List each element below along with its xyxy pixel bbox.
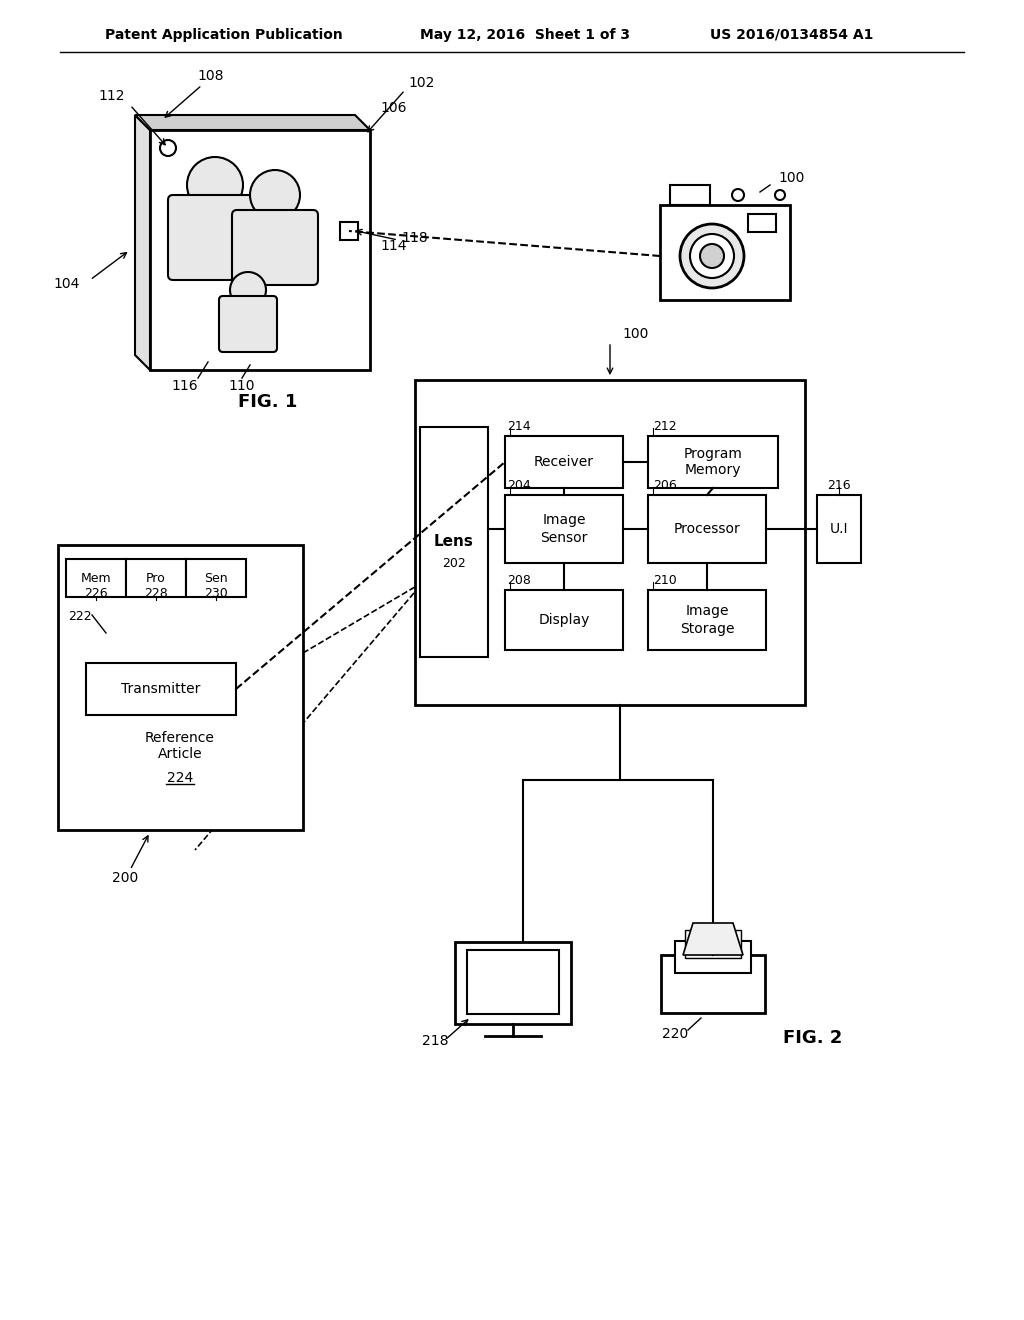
Circle shape — [230, 272, 266, 308]
FancyBboxPatch shape — [648, 436, 778, 488]
Text: 108: 108 — [197, 69, 223, 83]
FancyBboxPatch shape — [675, 941, 751, 973]
Text: Memory: Memory — [685, 463, 741, 477]
Text: Pro: Pro — [146, 572, 166, 585]
Text: Display: Display — [539, 612, 590, 627]
Text: Sensor: Sensor — [541, 531, 588, 545]
Text: Sen: Sen — [204, 572, 227, 585]
Text: 230: 230 — [204, 587, 228, 601]
Text: 114: 114 — [380, 239, 407, 253]
Text: FIG. 1: FIG. 1 — [239, 393, 298, 411]
Text: 226: 226 — [84, 587, 108, 601]
FancyBboxPatch shape — [219, 296, 278, 352]
FancyBboxPatch shape — [660, 205, 790, 300]
FancyBboxPatch shape — [186, 558, 246, 597]
FancyBboxPatch shape — [685, 931, 741, 958]
FancyBboxPatch shape — [58, 545, 303, 830]
Text: Mem: Mem — [81, 572, 112, 585]
FancyBboxPatch shape — [505, 436, 623, 488]
Text: 210: 210 — [653, 574, 677, 587]
FancyBboxPatch shape — [455, 942, 571, 1024]
Circle shape — [690, 234, 734, 279]
Text: Transmitter: Transmitter — [121, 682, 201, 696]
Text: US 2016/0134854 A1: US 2016/0134854 A1 — [710, 28, 873, 42]
FancyBboxPatch shape — [126, 558, 186, 597]
Circle shape — [700, 244, 724, 268]
FancyBboxPatch shape — [66, 558, 126, 597]
Text: 200: 200 — [112, 871, 138, 884]
Text: 214: 214 — [507, 420, 530, 433]
Text: U.I: U.I — [829, 521, 848, 536]
Text: 224: 224 — [167, 771, 194, 785]
Text: 202: 202 — [442, 557, 466, 570]
Text: Receiver: Receiver — [534, 455, 594, 469]
FancyBboxPatch shape — [232, 210, 318, 285]
Text: 228: 228 — [144, 587, 168, 601]
Text: Program: Program — [684, 447, 742, 461]
Text: 212: 212 — [653, 420, 677, 433]
Text: Article: Article — [158, 747, 203, 762]
FancyBboxPatch shape — [420, 426, 488, 657]
Text: FIG. 2: FIG. 2 — [783, 1030, 843, 1047]
Text: 110: 110 — [228, 379, 255, 393]
Text: 100: 100 — [622, 327, 648, 341]
FancyBboxPatch shape — [150, 129, 370, 370]
FancyBboxPatch shape — [662, 954, 765, 1012]
FancyBboxPatch shape — [467, 950, 559, 1014]
Circle shape — [187, 157, 243, 213]
Text: 116: 116 — [172, 379, 199, 393]
FancyBboxPatch shape — [817, 495, 861, 564]
Text: May 12, 2016  Sheet 1 of 3: May 12, 2016 Sheet 1 of 3 — [420, 28, 630, 42]
FancyBboxPatch shape — [748, 214, 776, 232]
Text: 218: 218 — [422, 1034, 449, 1048]
Text: Processor: Processor — [674, 521, 740, 536]
FancyBboxPatch shape — [648, 495, 766, 564]
FancyBboxPatch shape — [505, 495, 623, 564]
Circle shape — [250, 170, 300, 220]
Circle shape — [680, 224, 744, 288]
FancyBboxPatch shape — [86, 663, 236, 715]
Text: 104: 104 — [54, 277, 80, 290]
Text: Lens: Lens — [434, 535, 474, 549]
Text: 100: 100 — [778, 172, 805, 185]
FancyBboxPatch shape — [340, 222, 358, 240]
Text: 112: 112 — [98, 88, 125, 103]
Text: 222: 222 — [68, 610, 91, 623]
FancyBboxPatch shape — [415, 380, 805, 705]
Text: 216: 216 — [827, 479, 851, 492]
Text: 102: 102 — [408, 77, 434, 90]
FancyBboxPatch shape — [168, 195, 262, 280]
Text: 204: 204 — [507, 479, 530, 492]
Text: 106: 106 — [380, 102, 407, 115]
FancyBboxPatch shape — [670, 185, 710, 205]
FancyBboxPatch shape — [648, 590, 766, 649]
Text: Storage: Storage — [680, 622, 734, 636]
FancyBboxPatch shape — [505, 590, 623, 649]
Text: 206: 206 — [653, 479, 677, 492]
Polygon shape — [135, 115, 370, 129]
Polygon shape — [683, 923, 743, 954]
Circle shape — [160, 140, 176, 156]
Text: Image: Image — [685, 605, 729, 618]
Text: 220: 220 — [662, 1027, 688, 1041]
Text: 208: 208 — [507, 574, 530, 587]
Text: Reference: Reference — [145, 731, 215, 744]
Text: 118: 118 — [401, 231, 428, 246]
Circle shape — [775, 190, 785, 201]
Polygon shape — [135, 115, 150, 370]
Text: Patent Application Publication: Patent Application Publication — [105, 28, 343, 42]
Text: Image: Image — [543, 513, 586, 527]
Circle shape — [732, 189, 744, 201]
